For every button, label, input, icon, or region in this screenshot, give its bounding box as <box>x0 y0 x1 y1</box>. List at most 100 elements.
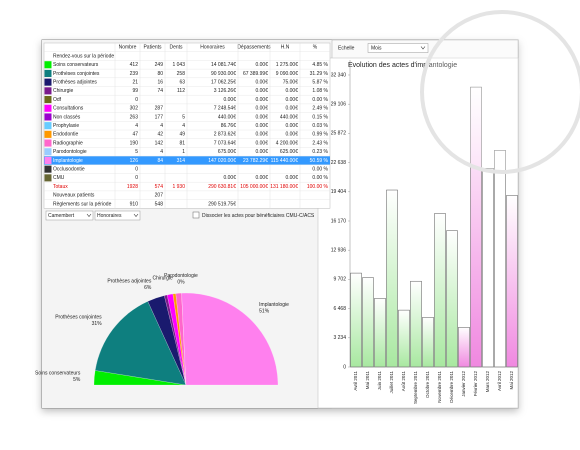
slice-label: Soins conservateurs <box>35 370 81 376</box>
cell: 50.59 % <box>310 158 329 164</box>
cell: 0.00€ <box>285 132 298 138</box>
row-label: Rendez-vous sur la période <box>53 53 114 59</box>
cell: 112 <box>177 88 185 94</box>
cell: 1.08 % <box>312 88 328 94</box>
cell: 49 <box>179 132 185 138</box>
cell: 0.00€ <box>255 175 268 181</box>
cell: 0.00 % <box>312 97 328 103</box>
row-swatch <box>44 148 52 156</box>
checkbox[interactable] <box>192 211 200 219</box>
slice-label: Prothèses adjointes <box>107 279 151 285</box>
cell: 0.00€ <box>285 97 298 103</box>
cell: 1 275.00€ <box>276 62 298 68</box>
row-label: Occlusodontie <box>53 166 85 172</box>
measure-select[interactable] <box>94 210 141 221</box>
cell: 16 <box>157 79 163 85</box>
slice-value: 31% <box>92 321 103 327</box>
slice-label: Prothèses conjointes <box>55 315 102 321</box>
cell: 4 <box>182 123 185 129</box>
row-swatch <box>44 139 52 147</box>
row-label: Endodontie <box>53 132 79 138</box>
y-tick-label: 6 468 <box>333 306 346 312</box>
scale-select[interactable] <box>367 43 429 53</box>
x-tick-label: Avril 2012 <box>497 371 502 391</box>
bar <box>422 317 434 368</box>
controls: Camembert Honoraires Dissocier les actes… <box>45 43 429 221</box>
cell: 7 073.64€ <box>214 140 236 146</box>
bar <box>362 277 374 368</box>
cell: 0.00€ <box>255 88 268 94</box>
cell: 910 <box>130 201 139 207</box>
x-tick-label: Avril 2011 <box>353 371 358 391</box>
cell: 5 <box>135 149 138 155</box>
cell: 4 <box>160 123 163 129</box>
slice-value: 51% <box>259 309 270 315</box>
cell: 0.00€ <box>255 106 268 112</box>
cell: 100.00 % <box>307 184 329 190</box>
cell: 302 <box>130 106 139 112</box>
slice-label: Chirurgie <box>152 275 173 281</box>
bar <box>458 327 470 368</box>
cell: 0.00€ <box>255 114 268 120</box>
row-swatch <box>44 122 52 130</box>
chart-type-value: Camembert <box>48 213 75 219</box>
row-swatch <box>44 165 52 173</box>
x-tick-label: Octobre 2011 <box>425 371 430 398</box>
cell: 0.00€ <box>255 140 268 146</box>
row-label: Radiographie <box>53 140 83 146</box>
dropdown-arrow <box>86 213 92 217</box>
cell: 0.00 % <box>312 166 328 172</box>
measure-value: Honoraires <box>97 213 122 219</box>
row-label: Nouveaux patients <box>53 193 95 199</box>
x-tick-label: Mai 2011 <box>365 371 370 390</box>
cell: 67 389.99€ <box>243 71 268 77</box>
cell: 47 <box>132 132 138 138</box>
bar <box>350 272 362 368</box>
cell: 90 930.00€ <box>211 71 236 77</box>
column-header: Nombre <box>119 45 137 51</box>
row-label: Chirurgie <box>53 88 74 94</box>
cell: 4 <box>135 123 138 129</box>
y-tick-label: 12 936 <box>331 248 347 254</box>
x-tick-label: Décembre 2011 <box>449 371 454 403</box>
row-label: Soins conservateurs <box>53 62 99 68</box>
y-tick-label: 29 106 <box>331 102 347 108</box>
cell: 84 <box>157 158 163 164</box>
cell: 0.00€ <box>285 88 298 94</box>
cell: 86.76€ <box>221 123 237 129</box>
column-header: % <box>313 45 318 51</box>
x-tick-label: Juin 2011 <box>377 371 382 391</box>
row-label: Prothèses adjointes <box>53 79 97 85</box>
row-label: Implantologie <box>53 158 83 164</box>
row-swatch <box>44 69 52 77</box>
chart-type-select[interactable] <box>45 210 94 221</box>
y-tick-label: 3 234 <box>333 335 346 341</box>
cell: 3 126.26€ <box>214 88 236 94</box>
cell: 0.00 % <box>312 175 328 181</box>
cell: 5 <box>182 114 185 120</box>
cell: 2.49 % <box>312 106 328 112</box>
row-label: Consultations <box>53 106 84 112</box>
bar <box>374 298 386 368</box>
row-label: Parodontologie <box>53 149 87 155</box>
slice-value: 0% <box>177 279 185 285</box>
cell: 0.00€ <box>255 132 268 138</box>
cell: 0.00€ <box>285 123 298 129</box>
column-header: Dents <box>169 45 183 51</box>
y-tick-label: 25 872 <box>331 131 347 137</box>
cell: 142 <box>155 140 164 146</box>
row-label: Totaux <box>53 184 68 190</box>
cell: 75.00€ <box>283 79 299 85</box>
y-tick-label: 0 <box>343 364 346 370</box>
row-label: CMU <box>53 175 65 181</box>
cell: 0.00€ <box>255 149 268 155</box>
cell: 314 <box>177 158 186 164</box>
cell: 9 090.00€ <box>276 71 298 77</box>
cell: 1 043 <box>172 62 185 68</box>
y-tick-label: 9 702 <box>333 277 346 283</box>
selected-row <box>44 156 330 165</box>
cell: 0.00€ <box>255 97 268 103</box>
cell: 2.43 % <box>312 140 328 146</box>
